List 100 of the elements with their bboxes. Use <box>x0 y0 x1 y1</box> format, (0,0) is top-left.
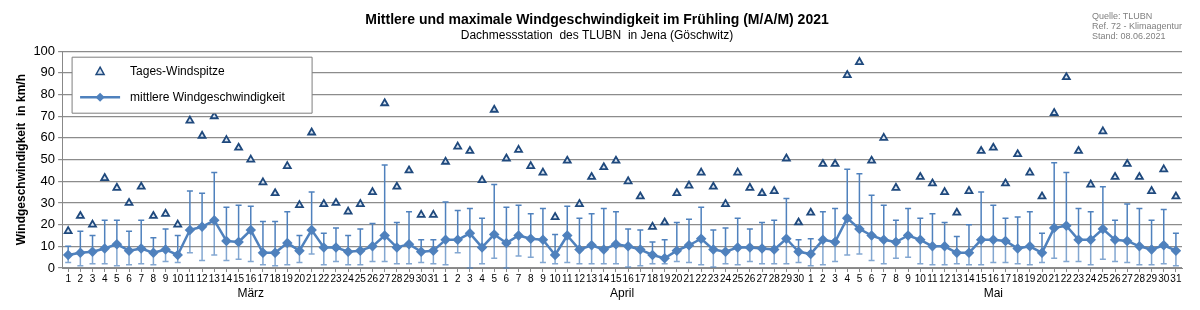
x-tick-label: 6 <box>503 272 510 284</box>
x-tick-label: 3 <box>89 272 96 284</box>
x-tick-label: 1 <box>442 272 449 284</box>
x-tick-label: 4 <box>101 272 108 284</box>
x-tick-label: 27 <box>1121 272 1134 284</box>
y-tick-label: 50 <box>40 151 56 167</box>
x-tick-label: 20 <box>293 272 306 284</box>
x-tick-label: 30 <box>792 272 805 284</box>
x-tick-label: 6 <box>868 272 875 284</box>
y-tick-label: 90 <box>40 64 56 80</box>
x-tick-label: 2 <box>820 272 827 284</box>
x-tick-label: 16 <box>987 272 1000 284</box>
x-tick-label: 28 <box>768 272 781 284</box>
x-tick-label: 21 <box>683 272 695 284</box>
source-note: Quelle: TLUBN <box>1092 10 1153 21</box>
x-tick-label: 23 <box>1072 272 1085 284</box>
x-tick-label: 25 <box>1097 272 1109 284</box>
x-tick-label: 19 <box>1024 272 1036 284</box>
x-tick-label: 22 <box>318 272 330 284</box>
x-tick-label: 13 <box>951 272 963 284</box>
chart-subtitle: Dachmessstation des TLUBN in Jena (Göschwitz) <box>460 28 734 43</box>
y-tick-label: 20 <box>40 216 56 232</box>
x-tick-label: 30 <box>1158 272 1170 284</box>
x-tick-label: 11 <box>184 272 196 284</box>
x-tick-label: 19 <box>659 272 671 284</box>
x-tick-label: 3 <box>467 272 474 284</box>
x-tick-label: 13 <box>208 272 221 284</box>
x-tick-label: 10 <box>172 272 184 284</box>
x-tick-label: 17 <box>999 272 1012 284</box>
text: Stand: 08.06.2021 <box>1092 30 1166 41</box>
x-tick-label: 2 <box>77 272 84 284</box>
x-tick-label: 29 <box>780 272 793 284</box>
y-axis-title: Windgeschwindigkeit in km/h <box>13 73 28 246</box>
x-tick-label: 29 <box>1146 272 1158 284</box>
x-tick-label: 5 <box>114 272 121 284</box>
x-tick-label: 8 <box>150 272 157 284</box>
x-tick-label: 17 <box>634 272 647 284</box>
x-tick-label: 18 <box>646 272 659 284</box>
x-tick-label: 18 <box>269 272 282 284</box>
x-tick-label: 23 <box>707 272 720 284</box>
x-tick-label: 15 <box>233 272 245 284</box>
chart-title: Mittlere und maximale Windgeschwindigkeit im Frühling (M/A/M) 2021 <box>365 11 829 28</box>
text: März <box>237 286 265 301</box>
x-tick-label: 20 <box>671 272 683 284</box>
x-tick-label: 31 <box>427 272 440 284</box>
legend-label: mittlere Windgeschwindigkeit <box>130 89 286 104</box>
x-tick-label: 25 <box>732 272 744 284</box>
x-tick-label: 24 <box>719 272 732 284</box>
x-tick-label: 12 <box>939 272 951 284</box>
x-tick-label: 30 <box>415 272 428 284</box>
x-tick-label: 14 <box>598 272 610 284</box>
x-tick-label: 12 <box>196 272 209 284</box>
x-tick-label: 27 <box>756 272 769 284</box>
x-tick-label: 11 <box>927 272 939 284</box>
x-tick-label: 12 <box>573 272 586 284</box>
text: Mai <box>983 286 1003 301</box>
x-tick-label: 5 <box>856 272 863 284</box>
x-tick-label: 27 <box>379 272 391 284</box>
x-tick-label: 26 <box>744 272 756 284</box>
x-tick-label: 4 <box>844 272 851 284</box>
x-tick-label: 3 <box>832 272 839 284</box>
x-tick-label: 21 <box>306 272 318 284</box>
x-tick-label: 16 <box>622 272 635 284</box>
text: April <box>610 286 635 301</box>
x-tick-label: 10 <box>549 272 562 284</box>
x-tick-label: 15 <box>975 272 988 284</box>
x-tick-label: 22 <box>695 272 708 284</box>
x-tick-label: 14 <box>220 272 233 284</box>
x-tick-label: 24 <box>342 272 355 284</box>
x-tick-label: 9 <box>905 272 912 284</box>
x-tick-label: 18 <box>1012 272 1024 284</box>
x-tick-label: 29 <box>403 272 416 284</box>
y-tick-label: 80 <box>40 86 56 102</box>
x-tick-label: 7 <box>880 272 887 284</box>
x-tick-label: 15 <box>610 272 622 284</box>
x-tick-label: 24 <box>1085 272 1097 284</box>
x-tick-label: 8 <box>893 272 900 284</box>
y-tick-label: 10 <box>40 237 56 253</box>
x-tick-label: 2 <box>454 272 461 284</box>
x-tick-label: 31 <box>1170 272 1182 284</box>
x-tick-label: 25 <box>354 272 367 284</box>
y-tick-label: 70 <box>40 107 56 123</box>
x-tick-label: 7 <box>138 272 145 284</box>
x-tick-label: 26 <box>366 272 379 284</box>
y-tick-label: 40 <box>40 172 56 188</box>
x-tick-label: 26 <box>1109 272 1122 284</box>
x-tick-label: 19 <box>281 272 294 284</box>
y-tick-label: 0 <box>47 259 56 275</box>
y-tick-label: 30 <box>40 194 56 210</box>
x-tick-label: 23 <box>330 272 342 284</box>
x-tick-label: 9 <box>540 272 547 284</box>
x-tick-label: 4 <box>479 272 486 284</box>
x-tick-label: 10 <box>914 272 927 284</box>
x-tick-label: 5 <box>491 272 498 284</box>
x-tick-label: 21 <box>1048 272 1061 284</box>
text: Ref. 72 - Klimaagentur <box>1092 20 1183 31</box>
x-tick-label: 14 <box>963 272 975 284</box>
y-tick-label: 60 <box>40 129 56 145</box>
x-tick-label: 22 <box>1060 272 1073 284</box>
x-tick-label: 6 <box>126 272 133 284</box>
